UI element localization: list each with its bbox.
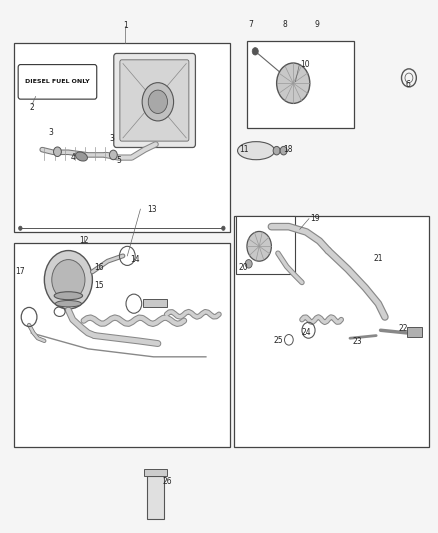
Text: 26: 26: [162, 477, 172, 486]
Circle shape: [280, 147, 287, 155]
Circle shape: [247, 231, 272, 261]
Circle shape: [53, 147, 61, 157]
Text: 11: 11: [240, 145, 249, 154]
Text: 21: 21: [374, 254, 384, 263]
Circle shape: [252, 47, 258, 55]
Ellipse shape: [75, 152, 88, 161]
Ellipse shape: [55, 301, 81, 307]
Text: 12: 12: [79, 237, 88, 246]
Circle shape: [52, 260, 85, 300]
Text: 23: 23: [352, 337, 362, 346]
Text: 3: 3: [110, 134, 114, 143]
Circle shape: [18, 226, 22, 230]
Circle shape: [44, 251, 92, 309]
Text: 4: 4: [70, 153, 75, 162]
FancyBboxPatch shape: [114, 53, 195, 148]
Text: 14: 14: [131, 255, 140, 264]
Text: 18: 18: [283, 145, 293, 154]
Text: 22: 22: [398, 324, 407, 333]
Circle shape: [148, 90, 167, 114]
Bar: [247, 41, 354, 128]
Circle shape: [222, 226, 225, 230]
Bar: [407, 327, 422, 337]
Bar: [14, 243, 230, 447]
Text: 2: 2: [29, 103, 34, 111]
Circle shape: [245, 260, 252, 268]
Text: 9: 9: [314, 20, 319, 29]
Circle shape: [277, 63, 310, 103]
Ellipse shape: [54, 292, 82, 300]
Circle shape: [110, 150, 117, 160]
FancyBboxPatch shape: [120, 60, 189, 141]
Bar: [14, 43, 230, 232]
Text: 16: 16: [94, 263, 104, 272]
Text: 13: 13: [147, 205, 156, 214]
Bar: [147, 477, 164, 519]
Text: 7: 7: [248, 20, 253, 29]
Text: 20: 20: [238, 263, 248, 272]
Text: 3: 3: [49, 127, 53, 136]
Ellipse shape: [237, 142, 275, 160]
Bar: [234, 216, 428, 447]
Circle shape: [142, 83, 173, 121]
Text: 6: 6: [405, 80, 410, 89]
Text: 15: 15: [94, 280, 104, 289]
Bar: [143, 300, 166, 308]
Bar: [236, 216, 294, 274]
Text: 25: 25: [274, 336, 284, 345]
Text: 8: 8: [282, 20, 287, 29]
FancyBboxPatch shape: [18, 64, 97, 99]
Text: DIESEL FUEL ONLY: DIESEL FUEL ONLY: [25, 79, 90, 84]
Text: 10: 10: [300, 60, 309, 69]
Text: 19: 19: [311, 214, 320, 223]
Bar: [144, 470, 167, 477]
Circle shape: [273, 147, 280, 155]
Text: 5: 5: [116, 156, 121, 165]
Text: 1: 1: [123, 21, 127, 30]
Text: 17: 17: [15, 268, 25, 276]
Text: 24: 24: [302, 328, 311, 337]
